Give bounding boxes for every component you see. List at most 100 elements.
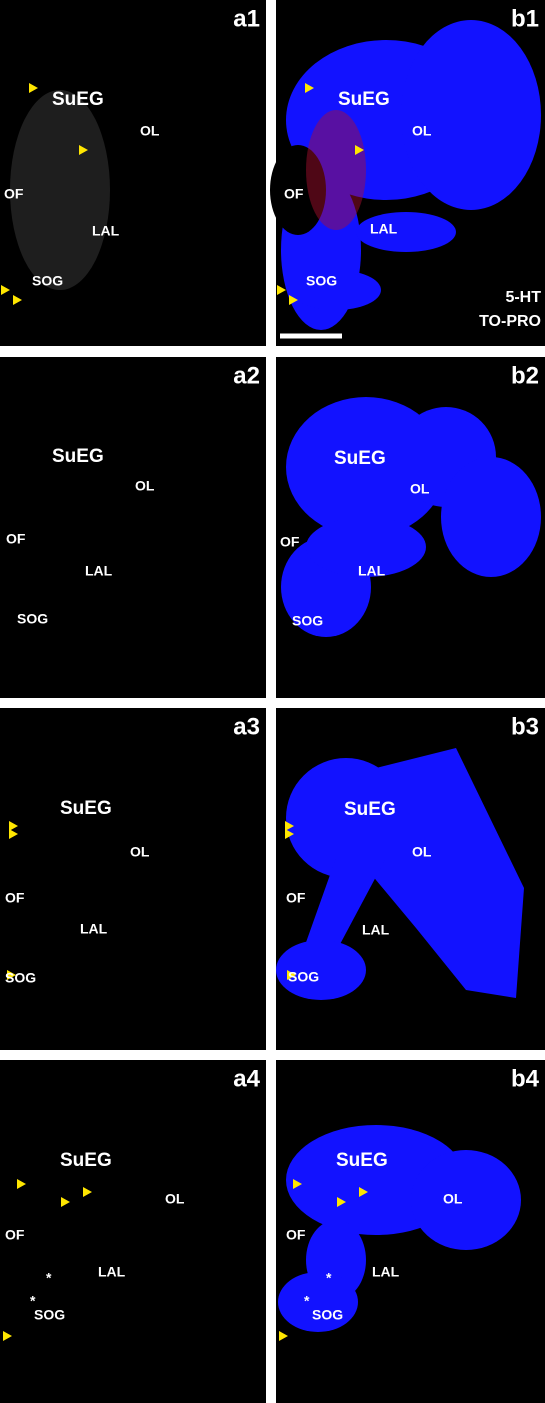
arrowhead — [285, 829, 294, 839]
asterisk: * — [304, 1293, 310, 1309]
region-label: SuEG — [336, 1150, 388, 1171]
region-label: SOG — [5, 970, 36, 986]
arrowhead — [17, 1179, 26, 1189]
tissue — [356, 212, 456, 252]
region-label: SuEG — [334, 448, 386, 469]
legend-entry: 5-HT — [505, 289, 541, 306]
region-label: LAL — [362, 922, 390, 938]
region-label: LAL — [370, 221, 398, 237]
arrowhead — [29, 83, 38, 93]
region-label: SuEG — [60, 798, 112, 819]
region-label: SOG — [34, 1307, 65, 1323]
tissue — [306, 517, 426, 577]
arrowhead — [293, 1179, 302, 1189]
region-label: OL — [130, 844, 150, 860]
region-label: OL — [412, 844, 432, 860]
region-label: LAL — [85, 563, 113, 579]
red-stain — [306, 110, 366, 230]
panel-background — [0, 0, 266, 346]
arrowhead — [83, 1187, 92, 1197]
tissue — [366, 748, 524, 998]
panel: b3 SuEG OL OF LAL SOG — [276, 708, 545, 1050]
region-label: LAL — [80, 921, 108, 937]
arrowhead — [79, 145, 88, 155]
region-label: SuEG — [338, 89, 390, 110]
arrowhead — [359, 1187, 368, 1197]
arrowhead — [285, 821, 294, 831]
panel: a3 SuEG OL OF LAL SOG — [0, 708, 266, 1050]
region-label: OL — [410, 481, 430, 497]
arrowhead — [337, 1197, 346, 1207]
region-label: OF — [286, 890, 306, 906]
panel-label: a1 — [233, 5, 260, 32]
tissue-glow — [10, 90, 110, 290]
region-label: OF — [280, 534, 300, 550]
arrowhead — [305, 83, 314, 93]
region-label: OL — [135, 478, 155, 494]
panel-label: b4 — [511, 1065, 540, 1092]
region-label: SOG — [306, 273, 337, 289]
panel-background — [0, 1060, 266, 1403]
asterisk: * — [326, 1270, 332, 1286]
region-label: OF — [4, 186, 24, 202]
region-label: OL — [165, 1191, 185, 1207]
region-label: SuEG — [60, 1150, 112, 1171]
tissue — [411, 1150, 521, 1250]
region-label: LAL — [98, 1264, 126, 1280]
arrowhead — [289, 295, 298, 305]
region-label: OL — [140, 123, 160, 139]
panel-background — [0, 357, 266, 698]
arrowhead — [287, 970, 296, 980]
region-label: LAL — [358, 563, 386, 579]
panel-label: b1 — [511, 5, 539, 32]
region-label: OF — [6, 531, 26, 547]
region-label: SOG — [292, 613, 323, 629]
arrowhead — [9, 829, 18, 839]
region-label: SOG — [32, 273, 63, 289]
panel: b2 SuEG OL OF LAL SOG — [276, 357, 545, 698]
region-label: OL — [443, 1191, 463, 1207]
tissue — [278, 1272, 358, 1332]
asterisk: * — [46, 1270, 52, 1286]
panel: a1 SuEG OL OF LAL SOG — [0, 0, 266, 346]
region-label: SuEG — [52, 446, 104, 467]
region-label: LAL — [92, 223, 120, 239]
tissue — [304, 858, 386, 948]
region-label: OF — [286, 1227, 306, 1243]
panel-label: a4 — [233, 1065, 260, 1092]
tissue — [291, 270, 381, 310]
arrowhead — [1, 285, 10, 295]
region-label: OF — [284, 186, 304, 202]
region-label: SuEG — [344, 799, 396, 820]
arrowhead — [13, 295, 22, 305]
tissue — [270, 145, 326, 235]
region-label: SOG — [17, 611, 48, 627]
region-label: OL — [412, 123, 432, 139]
tissue — [401, 20, 541, 210]
tissue — [276, 940, 366, 1000]
arrowhead — [7, 970, 16, 980]
panel: a2 SuEG OL OF LAL SOG — [0, 357, 266, 698]
region-label: OF — [5, 890, 25, 906]
arrowhead — [61, 1197, 70, 1207]
region-label: OF — [5, 1227, 25, 1243]
legend-entry: TO-PRO — [479, 313, 541, 330]
region-label: LAL — [372, 1264, 400, 1280]
panel-label: a2 — [233, 362, 260, 389]
panel-label: a3 — [233, 713, 260, 740]
panel-label: b3 — [511, 713, 539, 740]
panel-background — [0, 708, 266, 1050]
arrowhead — [3, 1331, 12, 1341]
asterisk: * — [30, 1293, 36, 1309]
tissue — [441, 457, 541, 577]
arrowhead — [277, 285, 286, 295]
arrowhead — [279, 1331, 288, 1341]
panel: b1 SuEG OL OF LAL SOG 5-HT TO-PRO — [270, 0, 545, 346]
arrowhead — [355, 145, 364, 155]
region-label: SuEG — [52, 89, 104, 110]
region-label: SOG — [288, 969, 319, 985]
region-label: SOG — [312, 1307, 343, 1323]
